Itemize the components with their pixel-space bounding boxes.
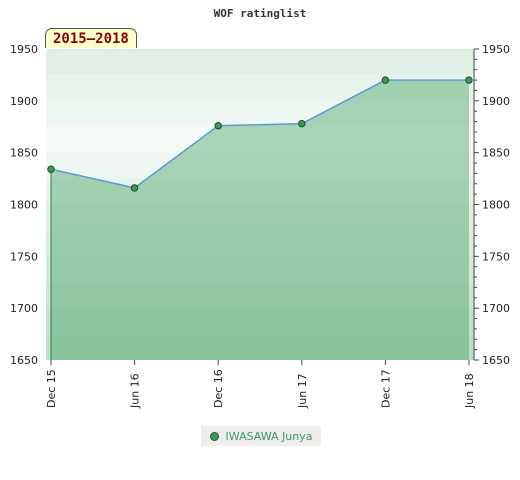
x-tick-label: Jun 18 <box>463 373 476 409</box>
x-tick-label: Dec 15 <box>45 369 58 408</box>
y-tick-label-right: 1650 <box>482 354 510 367</box>
background-band <box>46 100 474 127</box>
background-bands <box>46 49 474 360</box>
data-point <box>298 119 306 128</box>
y-tick-label-left: 1850 <box>10 147 38 160</box>
series-fill <box>51 80 469 360</box>
y-tick-label-right: 1900 <box>482 95 510 108</box>
y-tick-label-right: 1800 <box>482 199 510 212</box>
legend[interactable]: IWASAWA Junya <box>201 426 321 446</box>
x-tick-label: Dec 17 <box>379 369 392 408</box>
x-tick-label: Dec 16 <box>212 369 225 408</box>
background-band <box>46 74 474 101</box>
y-tick-label-left: 1950 <box>10 43 38 56</box>
series-marks <box>47 76 473 360</box>
x-tick-label: Jun 17 <box>296 373 309 409</box>
y-tick-label-left: 1700 <box>10 302 38 315</box>
series-area <box>51 80 469 360</box>
data-point <box>465 76 473 84</box>
chart-title: WOF ratinglist <box>214 7 307 20</box>
y-tick-label-right: 1950 <box>482 43 510 56</box>
background-band <box>46 126 474 153</box>
background-band <box>46 178 474 205</box>
background-band <box>46 256 474 283</box>
y-tick-label-left: 1800 <box>10 199 38 212</box>
background-band <box>46 230 474 257</box>
y-tick-label-right: 1850 <box>482 147 510 160</box>
x-tick-label: Jun 16 <box>129 373 142 409</box>
data-point <box>381 76 390 84</box>
background-band <box>46 49 474 75</box>
background-band <box>46 152 474 179</box>
y-tick-label-right: 1700 <box>482 302 510 315</box>
y-tick-label-left: 1750 <box>10 250 38 263</box>
background-band <box>46 334 474 360</box>
data-point <box>130 184 139 192</box>
axes: 1650 1650 1700 1700 1750 1750 1800 1800 1850 1850… <box>10 43 510 409</box>
y-tick-label-left: 1900 <box>10 95 38 108</box>
series-line <box>50 79 469 189</box>
background-band <box>46 282 474 309</box>
period-badge: 2015–2018 <box>45 28 137 48</box>
y-tick-label-left: 1650 <box>10 354 38 367</box>
data-point <box>214 122 222 130</box>
background-band <box>46 308 474 335</box>
legend-marker-icon <box>209 431 219 441</box>
background-band <box>46 204 474 231</box>
legend-label: IWASAWA Junya <box>225 429 313 443</box>
y-tick-label-right: 1750 <box>482 250 510 263</box>
data-point <box>47 165 55 173</box>
